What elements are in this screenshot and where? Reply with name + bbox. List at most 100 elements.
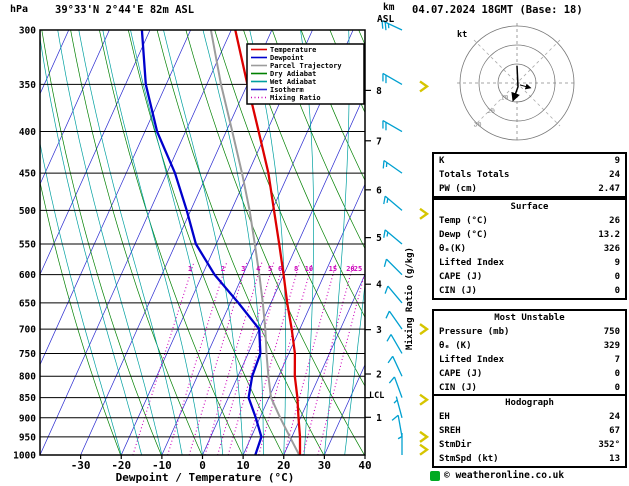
- surface-table-title: Surface: [510, 202, 549, 212]
- lcl-marker-label: LCL: [369, 391, 385, 401]
- stat-value: 0: [614, 369, 620, 379]
- stat-label: CAPE (J): [439, 369, 483, 379]
- most-unstable-table-title: Most Unstable: [494, 313, 565, 323]
- wind-barb-staff: [395, 396, 403, 418]
- temp-tick-label: 20: [277, 459, 290, 472]
- hodograph-ring-label: 30: [474, 120, 482, 128]
- mixing-ratio-line: [244, 262, 301, 455]
- km-tick-label: 8: [376, 86, 382, 97]
- stat-label: StmSpd (kt): [439, 454, 499, 464]
- wet-adiabat-line: [78, 30, 183, 455]
- pressure-tick-label: 700: [19, 325, 36, 336]
- pressure-tick-label: 300: [19, 26, 36, 37]
- wind-barb-staff: [385, 258, 403, 276]
- datetime-title: 04.07.2024 18GMT (Base: 18): [412, 4, 583, 16]
- stat-value: 0: [614, 286, 620, 296]
- stat-label: CIN (J): [439, 383, 477, 393]
- stat-value: 750: [603, 327, 620, 337]
- stat-value: 2.47: [598, 184, 620, 194]
- temp-tick-label: 30: [318, 459, 331, 472]
- stat-row: θₑ(K) 326: [434, 242, 625, 256]
- temp-tick-label: -10: [152, 459, 172, 472]
- km-tick-label: 1: [376, 413, 382, 424]
- level-marker-chevron: [419, 393, 430, 406]
- mixing-ratio-line: [204, 262, 263, 455]
- stat-value: 326: [603, 244, 620, 254]
- mixing-ratio-value-label: 10: [305, 265, 313, 273]
- mixing-ratio-value-label: 1: [188, 265, 192, 273]
- pressure-tick-label: 350: [19, 80, 36, 91]
- stat-row: CIN (J) 0: [434, 381, 625, 395]
- stat-value: 26: [609, 216, 620, 226]
- stat-value: 24: [609, 412, 620, 422]
- isotherm-line: [242, 183, 365, 455]
- stat-label: θₑ (K): [439, 341, 472, 351]
- storm-motion-arrow: [519, 83, 532, 90]
- temp-axis: -30 -20 -10 0 10 20 30 40: [71, 455, 372, 472]
- stat-row: StmSpd (kt) 13: [434, 452, 625, 466]
- dewpoint-curve: [140, 30, 263, 455]
- wind-barb-feather: [386, 334, 392, 342]
- stat-value: 7: [614, 355, 620, 365]
- stat-label: Dewp (°C): [439, 230, 488, 240]
- stat-value: 9: [614, 156, 620, 166]
- stat-row: StmDir 352°: [434, 438, 625, 452]
- hodograph-stats-table: Hodograph EH 24 SREH 67 StmDir 352° StmSpd (kt…: [432, 394, 627, 468]
- hodograph-ring-label: 20: [487, 107, 495, 115]
- wind-barb-feather: [383, 229, 386, 238]
- mixing-ratio-axis-label: Mixing Ratio (g/kg): [405, 247, 415, 350]
- stat-label: EH: [439, 412, 450, 422]
- stat-label: PW (cm): [439, 184, 477, 194]
- isotherm-line: [324, 363, 365, 455]
- isotherm-line: [40, 30, 110, 186]
- stat-value: 9: [614, 258, 620, 268]
- stat-row: CIN (J) 0: [434, 284, 625, 298]
- stat-row: PW (cm) 2.47: [434, 182, 625, 196]
- wind-barb-staff: [393, 376, 403, 398]
- stat-label: StmDir: [439, 440, 472, 450]
- station-title: 39°33'N 2°44'E 82m ASL: [55, 4, 195, 16]
- stat-label: θₑ(K): [439, 244, 467, 254]
- stat-label: CAPE (J): [439, 272, 483, 282]
- mixing-ratio-labels: 1 2 3 4 5 6 8 10 15 20 25: [188, 265, 362, 273]
- surface-table: Surface Temp (°C) 26 Dewp (°C) 13.2 θₑ(K) 326…: [432, 198, 627, 300]
- stat-row: Pressure (mb) 750: [434, 325, 625, 339]
- km-tick-label: 7: [376, 136, 382, 147]
- pressure-tick-label: 600: [19, 270, 36, 281]
- legend-item-label: Wet Adiabat: [270, 78, 316, 86]
- wind-barb-feather: [382, 160, 385, 169]
- indices-table: K 9 Totals Totals 24 PW (cm) 2.47: [432, 152, 627, 198]
- wet-adiabat-line: [57, 30, 163, 455]
- mixing-ratio-line: [317, 270, 365, 455]
- wind-barb-feather: [381, 20, 384, 29]
- mixing-ratio-value-label: 2: [221, 265, 225, 273]
- stat-value: 13.2: [598, 230, 620, 240]
- stat-row: CAPE (J) 0: [434, 270, 625, 284]
- mixing-ratio-value-label: 5: [268, 265, 272, 273]
- wind-barb-feather: [391, 414, 399, 421]
- km-tick-label: 3: [376, 325, 382, 336]
- pressure-tick-label: 750: [19, 349, 36, 360]
- mixing-ratio-value-label: 25: [354, 265, 362, 273]
- stat-label: CIN (J): [439, 286, 477, 296]
- hodograph: 10 20 30: [457, 23, 577, 143]
- legend-item-label: Temperature: [270, 46, 316, 54]
- mixing-ratio-value-label: 15: [329, 265, 337, 273]
- hodograph-range-ring: [478, 44, 556, 122]
- temperature-curve: [234, 30, 302, 455]
- mixing-ratio-value-label: 20: [346, 265, 354, 273]
- level-markers: [419, 80, 430, 456]
- pressure-tick-label: 550: [19, 239, 36, 250]
- wind-barb-half-feather: [393, 399, 398, 404]
- wind-barb-feather: [385, 310, 390, 319]
- most-unstable-table: Most Unstable Pressure (mb) 750 θₑ (K) 329 L…: [432, 309, 627, 397]
- wind-barb-staff: [384, 229, 403, 245]
- legend-item-label: Isotherm: [270, 86, 304, 94]
- stat-label: Temp (°C): [439, 216, 488, 226]
- wind-barb-feather: [383, 196, 386, 205]
- legend-item-label: Dry Adiabat: [270, 70, 316, 78]
- dry-adiabat-line: [300, 30, 365, 182]
